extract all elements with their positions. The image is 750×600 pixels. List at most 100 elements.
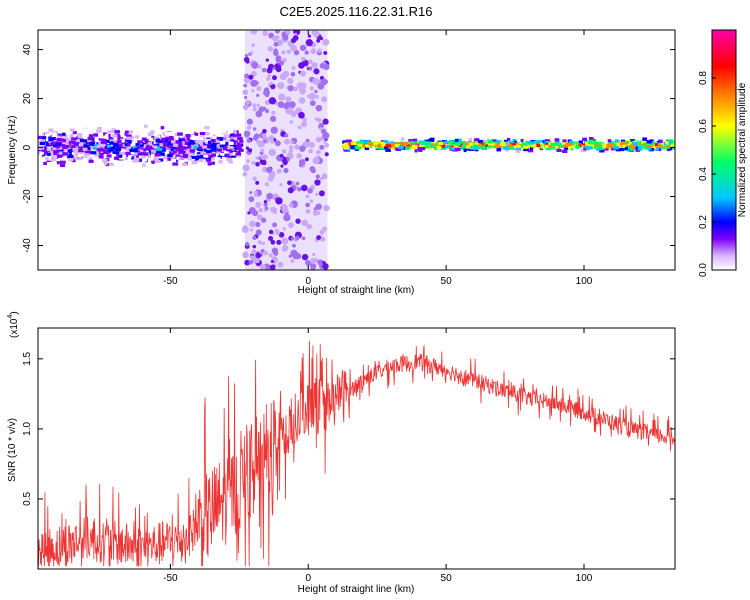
heat-cell: [496, 140, 501, 144]
heat-cell: [246, 159, 250, 163]
heat-cell: [192, 140, 198, 144]
heat-cell: [343, 142, 348, 146]
heat-cell: [245, 242, 250, 247]
heat-cell: [48, 128, 54, 132]
heat-cell: [239, 139, 244, 143]
heat-cell: [305, 39, 313, 47]
heat-cell: [242, 104, 249, 110]
heat-cell: [289, 101, 296, 108]
heat-cell: [152, 126, 158, 131]
heat-cell: [365, 140, 371, 144]
heat-cell: [544, 142, 550, 147]
heat-cell: [211, 165, 217, 169]
heat-cell: [171, 156, 176, 160]
heat-cell: [185, 134, 191, 138]
heat-cell: [318, 190, 325, 197]
heat-cell: [274, 140, 281, 147]
heat-cell: [418, 145, 423, 149]
heat-cell: [629, 139, 635, 143]
heat-cell: [79, 143, 83, 147]
heat-cell: [132, 150, 139, 154]
heat-cell: [317, 48, 322, 53]
heat-cell: [267, 46, 274, 52]
heat-cell: [263, 139, 267, 144]
heat-cell: [79, 138, 84, 143]
heat-cell: [251, 249, 257, 255]
heat-cell: [246, 118, 253, 125]
heat-cell: [43, 151, 50, 155]
heat-cell: [417, 147, 423, 151]
heat-cell: [616, 142, 620, 146]
heat-cell: [230, 138, 234, 143]
heat-cell: [68, 157, 74, 162]
heat-cell: [263, 250, 269, 256]
heat-cell: [189, 139, 194, 144]
heat-cell: [83, 144, 90, 148]
heat-cell: [220, 129, 226, 133]
heat-cell: [101, 159, 108, 163]
heat-cell: [114, 147, 120, 151]
heat-cell: [401, 137, 405, 141]
snr-series-line: [38, 340, 675, 567]
heat-cell: [309, 166, 316, 172]
heat-cell: [282, 227, 287, 231]
heat-cell: [179, 152, 183, 156]
heat-cell: [141, 148, 146, 152]
heat-cell: [621, 144, 626, 149]
heat-cell: [71, 144, 76, 149]
heat-cell: [142, 158, 148, 162]
heat-cell: [515, 147, 522, 152]
heat-cell: [45, 142, 49, 146]
heat-cell: [127, 140, 132, 144]
heat-cell: [295, 218, 301, 224]
heat-cell: [228, 149, 233, 153]
heat-cell: [135, 154, 139, 158]
heat-cell: [665, 141, 669, 145]
heat-cell: [198, 146, 205, 150]
heat-cell: [193, 145, 198, 150]
heat-cell: [198, 148, 203, 152]
heat-cell: [99, 151, 104, 155]
heat-cell: [89, 129, 95, 133]
heat-cell: [215, 159, 220, 163]
heat-cell: [243, 225, 248, 230]
heat-cell: [163, 138, 169, 143]
colorbar-tick-label: 0.6: [698, 119, 709, 133]
heat-cell: [66, 139, 73, 144]
heat-cell: [256, 85, 262, 92]
heat-cell: [278, 232, 285, 238]
heat-cell: [381, 144, 386, 148]
heat-cell: [199, 136, 204, 141]
heat-cell: [259, 264, 266, 270]
heat-cell: [203, 157, 208, 161]
heat-cell: [283, 167, 289, 174]
heat-cell: [268, 236, 274, 241]
heat-cell: [83, 128, 88, 132]
heat-cell: [487, 140, 494, 144]
heat-cell: [125, 163, 132, 168]
heat-cell: [357, 143, 363, 147]
heat-cell: [217, 148, 222, 152]
heat-cell: [314, 179, 321, 186]
heat-cell: [187, 145, 192, 149]
heat-cell: [149, 143, 155, 147]
heat-cell: [211, 156, 216, 161]
heat-cell: [295, 253, 302, 260]
heat-cell: [72, 142, 79, 147]
heat-cell: [242, 164, 250, 172]
heat-cell: [307, 188, 313, 194]
heat-cell: [161, 137, 166, 141]
heat-cell: [175, 153, 181, 157]
heat-cell: [206, 150, 212, 154]
heat-cell: [62, 132, 66, 136]
heat-cell: [319, 144, 325, 150]
heat-cell: [196, 152, 202, 156]
heat-cell: [187, 139, 192, 143]
heat-cell: [308, 141, 315, 148]
heat-cell: [263, 202, 268, 207]
heat-cell: [305, 208, 311, 214]
heat-cell: [301, 219, 308, 227]
heat-cell: [253, 192, 259, 198]
heat-cell: [118, 139, 124, 143]
heat-cell: [273, 50, 279, 56]
